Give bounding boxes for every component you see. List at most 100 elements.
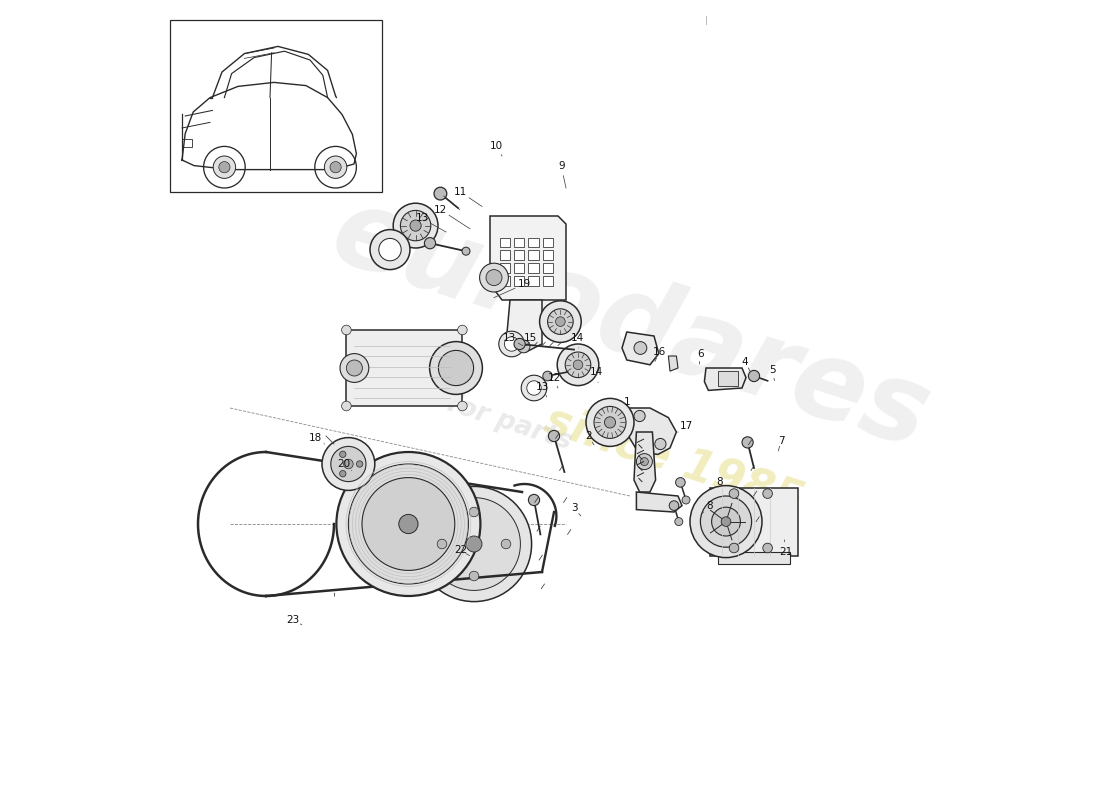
Circle shape [548,309,573,334]
Bar [514,276,525,286]
Circle shape [762,489,772,498]
Bar [528,276,539,286]
Text: 9: 9 [558,161,564,170]
Bar [528,250,539,260]
Circle shape [428,498,520,590]
Text: 2: 2 [585,431,592,441]
Bar [514,238,525,247]
Circle shape [486,270,502,286]
Bar [542,276,553,286]
Circle shape [502,539,510,549]
Text: 22: 22 [454,546,467,555]
Circle shape [517,340,530,353]
Circle shape [437,539,447,549]
Circle shape [556,317,565,326]
Text: 15: 15 [525,334,538,343]
Text: 11: 11 [454,187,467,197]
Circle shape [322,438,375,490]
Circle shape [729,543,739,553]
Polygon shape [637,492,682,512]
Text: 23: 23 [286,615,299,625]
Circle shape [637,454,652,470]
Text: 13: 13 [416,214,429,223]
Circle shape [573,360,583,370]
Text: a part for parts: a part for parts [350,361,574,455]
Circle shape [462,247,470,255]
Circle shape [565,352,591,378]
Circle shape [434,187,447,200]
Text: 8: 8 [706,502,713,511]
Circle shape [399,514,418,534]
Circle shape [219,162,230,173]
Text: 17: 17 [680,421,693,430]
Circle shape [674,518,683,526]
Bar [346,330,462,406]
Polygon shape [506,300,542,352]
Circle shape [540,301,581,342]
Circle shape [742,437,754,448]
Bar [499,276,510,286]
Circle shape [342,401,351,411]
Bar [710,488,798,556]
Text: eurodares: eurodares [318,178,942,470]
Polygon shape [628,408,676,454]
Bar [514,250,525,260]
Circle shape [594,406,626,438]
Text: 18: 18 [309,433,322,442]
Polygon shape [704,368,746,390]
Text: 16: 16 [653,347,667,357]
Circle shape [349,464,469,584]
Circle shape [527,381,541,395]
Circle shape [340,451,346,458]
Text: 7: 7 [778,436,784,446]
Bar [542,238,553,247]
Circle shape [669,501,679,510]
Text: 5: 5 [769,366,776,375]
Circle shape [748,370,760,382]
Circle shape [634,410,646,422]
Circle shape [370,230,410,270]
Text: 4: 4 [741,357,748,366]
Polygon shape [634,432,656,492]
Circle shape [430,342,483,394]
Circle shape [337,452,481,596]
Circle shape [558,344,598,386]
Circle shape [521,375,547,401]
Circle shape [346,360,362,376]
Bar [499,250,510,260]
Bar [514,263,525,273]
Circle shape [690,486,762,558]
Circle shape [542,371,552,381]
Circle shape [330,162,341,173]
Circle shape [498,331,525,357]
Circle shape [712,507,740,536]
Circle shape [722,517,730,526]
Text: 10: 10 [490,141,503,150]
Circle shape [417,486,531,602]
Circle shape [586,398,634,446]
Text: 13: 13 [536,382,549,392]
Circle shape [343,459,353,469]
Polygon shape [490,216,566,300]
Bar [182,139,191,147]
Circle shape [340,354,368,382]
Circle shape [340,470,346,477]
Circle shape [549,430,560,442]
Circle shape [213,156,235,178]
Circle shape [466,536,482,552]
Circle shape [480,263,508,292]
Circle shape [470,507,478,517]
Text: 13: 13 [503,334,516,343]
Polygon shape [621,332,659,365]
Circle shape [505,337,519,351]
Circle shape [324,156,346,178]
Bar [718,552,790,564]
Circle shape [470,571,478,581]
Text: 19: 19 [518,279,531,289]
Circle shape [342,325,351,334]
Circle shape [762,543,772,553]
Bar [528,263,539,273]
Text: 12: 12 [433,205,447,214]
Circle shape [410,220,421,231]
Text: 14: 14 [571,333,584,342]
